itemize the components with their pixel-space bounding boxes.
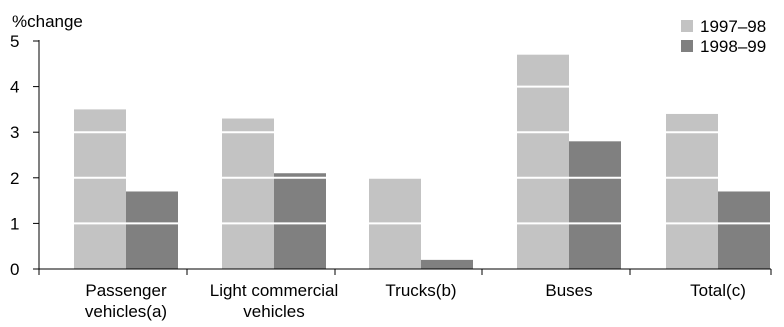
bar-series2-0: [126, 191, 178, 269]
y-tick-label-2: 2: [10, 169, 19, 188]
bar-series2-4: [718, 191, 770, 269]
y-tick-label-5: 5: [10, 32, 19, 51]
x-tick-label-1: Light commercial vehicles: [210, 281, 339, 321]
y-tick-label-4: 4: [10, 78, 19, 97]
legend-swatch-1: [681, 40, 693, 52]
legend-swatch-0: [681, 20, 693, 32]
plot-area: 0 1 2 3 4 5 Passenger vehicles(a) Light commerci…: [10, 32, 772, 321]
x-tick-label-0: Passenger vehicles(a): [85, 281, 167, 321]
legend-label-1: 1998–99: [700, 37, 766, 56]
bar-series2-1: [274, 173, 326, 269]
bar-series2-3: [569, 141, 621, 269]
bar-series1-1: [222, 118, 274, 270]
x-tick-label-2: Trucks(b): [385, 281, 456, 300]
y-tick-label-3: 3: [10, 123, 19, 142]
x-tick-label-3: Buses: [545, 281, 592, 300]
y-axis-label: %change: [12, 12, 83, 31]
bar-series1-3: [517, 54, 569, 270]
legend-label-0: 1997–98: [700, 17, 766, 36]
y-tick-label-0: 0: [10, 260, 19, 279]
bar-series2-2: [421, 259, 473, 269]
bar-series1-0: [74, 109, 126, 270]
bar-series1-4: [666, 113, 718, 270]
x-tick-label-4: Total(c): [690, 281, 746, 300]
y-tick-label-1: 1: [10, 214, 19, 233]
